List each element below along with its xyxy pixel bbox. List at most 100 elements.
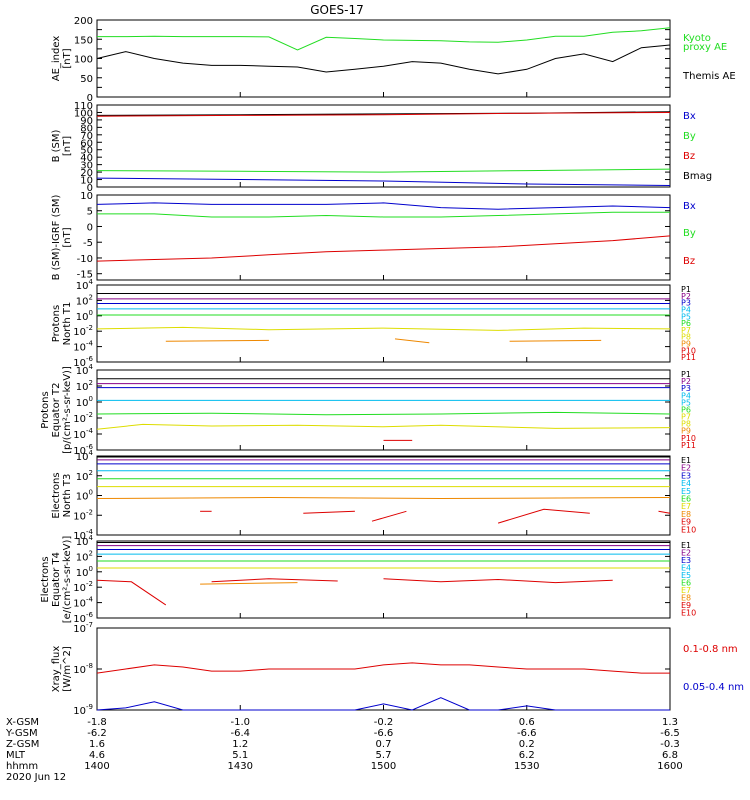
y-axis-label: [W/m^2] — [62, 646, 73, 692]
legend-entry: Kyoto — [683, 33, 711, 44]
y-tick-label: 104 — [76, 449, 94, 463]
legend-entry: P10 — [681, 434, 696, 443]
y-tick-label: 102 — [76, 293, 93, 307]
series-line — [96, 697, 670, 711]
legend-entry: P6 — [681, 319, 691, 328]
y-tick-label: 10-8 — [73, 662, 93, 676]
x-axis-row-label: 2020 Jun 12 — [6, 772, 66, 783]
legend-entry: E7 — [681, 502, 691, 511]
series-line — [509, 339, 602, 342]
y-tick-label-exponent: -6 — [86, 355, 94, 363]
legend-entry: P8 — [681, 333, 691, 342]
x-axis-value: -1.8 — [87, 717, 107, 728]
x-axis-value: -0.2 — [374, 717, 394, 728]
y-tick-label-base: 10 — [76, 568, 89, 579]
y-tick-label-exponent: 4 — [89, 449, 94, 457]
legend-entry: P5 — [681, 312, 691, 321]
series-line — [96, 579, 167, 606]
y-axis-label: Protons — [40, 391, 51, 428]
legend-entry: E10 — [681, 609, 696, 618]
y-axis-label: [nT] — [62, 136, 73, 156]
chart-title: GOES-17 — [310, 3, 364, 17]
y-tick-label-exponent: -4 — [86, 427, 94, 435]
y-tick-label: 100 — [76, 489, 93, 503]
y-tick-label-exponent: 2 — [89, 469, 93, 477]
legend-entry: E6 — [681, 495, 691, 504]
y-tick-label: 10 — [80, 176, 93, 187]
y-tick-label-exponent: -6 — [86, 611, 94, 619]
legend-entry: P8 — [681, 420, 691, 429]
y-tick-label-base: 10 — [73, 430, 86, 441]
y-tick-label-exponent: -8 — [86, 662, 93, 670]
legend-entry: P4 — [681, 305, 691, 314]
y-axis-label: [nT] — [62, 48, 73, 68]
series-line — [96, 112, 671, 117]
y-tick-label: 0 — [87, 222, 93, 233]
legend-entry: Bx — [683, 201, 696, 212]
x-axis-value: 5.1 — [232, 750, 248, 761]
y-tick-label-base: 10 — [73, 511, 86, 522]
series-line — [383, 578, 613, 584]
series-line — [200, 582, 298, 585]
legend-entry: P7 — [681, 413, 691, 422]
legend-entry: P3 — [681, 384, 691, 393]
y-tick-label: 10-7 — [73, 621, 93, 635]
y-tick-label: 110 — [74, 101, 93, 112]
y-tick-label-exponent: 2 — [89, 379, 93, 387]
y-tick-label-base: 10 — [73, 706, 86, 717]
legend-entry: P4 — [681, 391, 691, 400]
legend-entry: E1 — [681, 541, 691, 550]
series-line — [497, 508, 590, 524]
x-axis-value: -6.4 — [230, 728, 250, 739]
legend-entry: P3 — [681, 299, 691, 308]
x-axis-value: -0.3 — [660, 739, 680, 750]
legend-entry: P1 — [681, 285, 691, 294]
series-line — [96, 177, 671, 186]
legend-entry: Bz — [683, 151, 695, 162]
legend-entry: E9 — [681, 601, 691, 610]
x-axis-row-label: Z-GSM — [6, 739, 39, 750]
series-line — [97, 27, 671, 51]
panel-frame — [96, 369, 671, 451]
y-tick-label: 10-4 — [73, 596, 93, 610]
series-line — [96, 411, 671, 416]
y-axis-label: B (SM)-IGRF (SM) — [51, 195, 62, 281]
legend-entry: E8 — [681, 510, 691, 519]
series-line — [96, 202, 671, 210]
y-tick-label-base: 10 — [73, 665, 86, 676]
x-axis-value: -6.6 — [517, 728, 537, 739]
series-line — [658, 510, 671, 514]
y-tick-label: 102 — [76, 379, 93, 393]
legend-entry: Bmag — [683, 171, 712, 182]
y-tick-label: 10-6 — [73, 611, 93, 625]
legend-entry: E4 — [681, 479, 691, 488]
y-tick-label-exponent: -2 — [86, 580, 93, 588]
y-tick-label: 10-4 — [73, 427, 93, 441]
y-tick-label: 10-4 — [73, 528, 93, 542]
legend-entry: E1 — [681, 456, 691, 465]
y-axis-label: Electrons — [40, 556, 51, 602]
legend-entry: P7 — [681, 326, 691, 335]
x-axis-value: 1430 — [228, 761, 253, 772]
y-tick-label-exponent: 4 — [89, 278, 94, 286]
panel-frame — [96, 284, 671, 363]
x-axis-value: 0.6 — [519, 717, 535, 728]
x-axis-value: 4.6 — [89, 750, 105, 761]
y-tick-label-exponent: -9 — [86, 703, 93, 711]
x-axis-value: 1.2 — [232, 739, 248, 750]
series-line — [96, 235, 671, 262]
x-axis-value: 1530 — [514, 761, 539, 772]
x-axis-row-label: Y-GSM — [5, 728, 38, 739]
y-tick-label-base: 10 — [76, 492, 89, 503]
x-axis-value: -6.6 — [374, 728, 394, 739]
y-tick-label: 102 — [76, 469, 93, 483]
x-axis-row-label: hhmm — [6, 761, 38, 772]
y-tick-label: 10-2 — [73, 580, 93, 594]
series-line — [96, 326, 671, 331]
y-tick-label-base: 10 — [73, 614, 86, 625]
